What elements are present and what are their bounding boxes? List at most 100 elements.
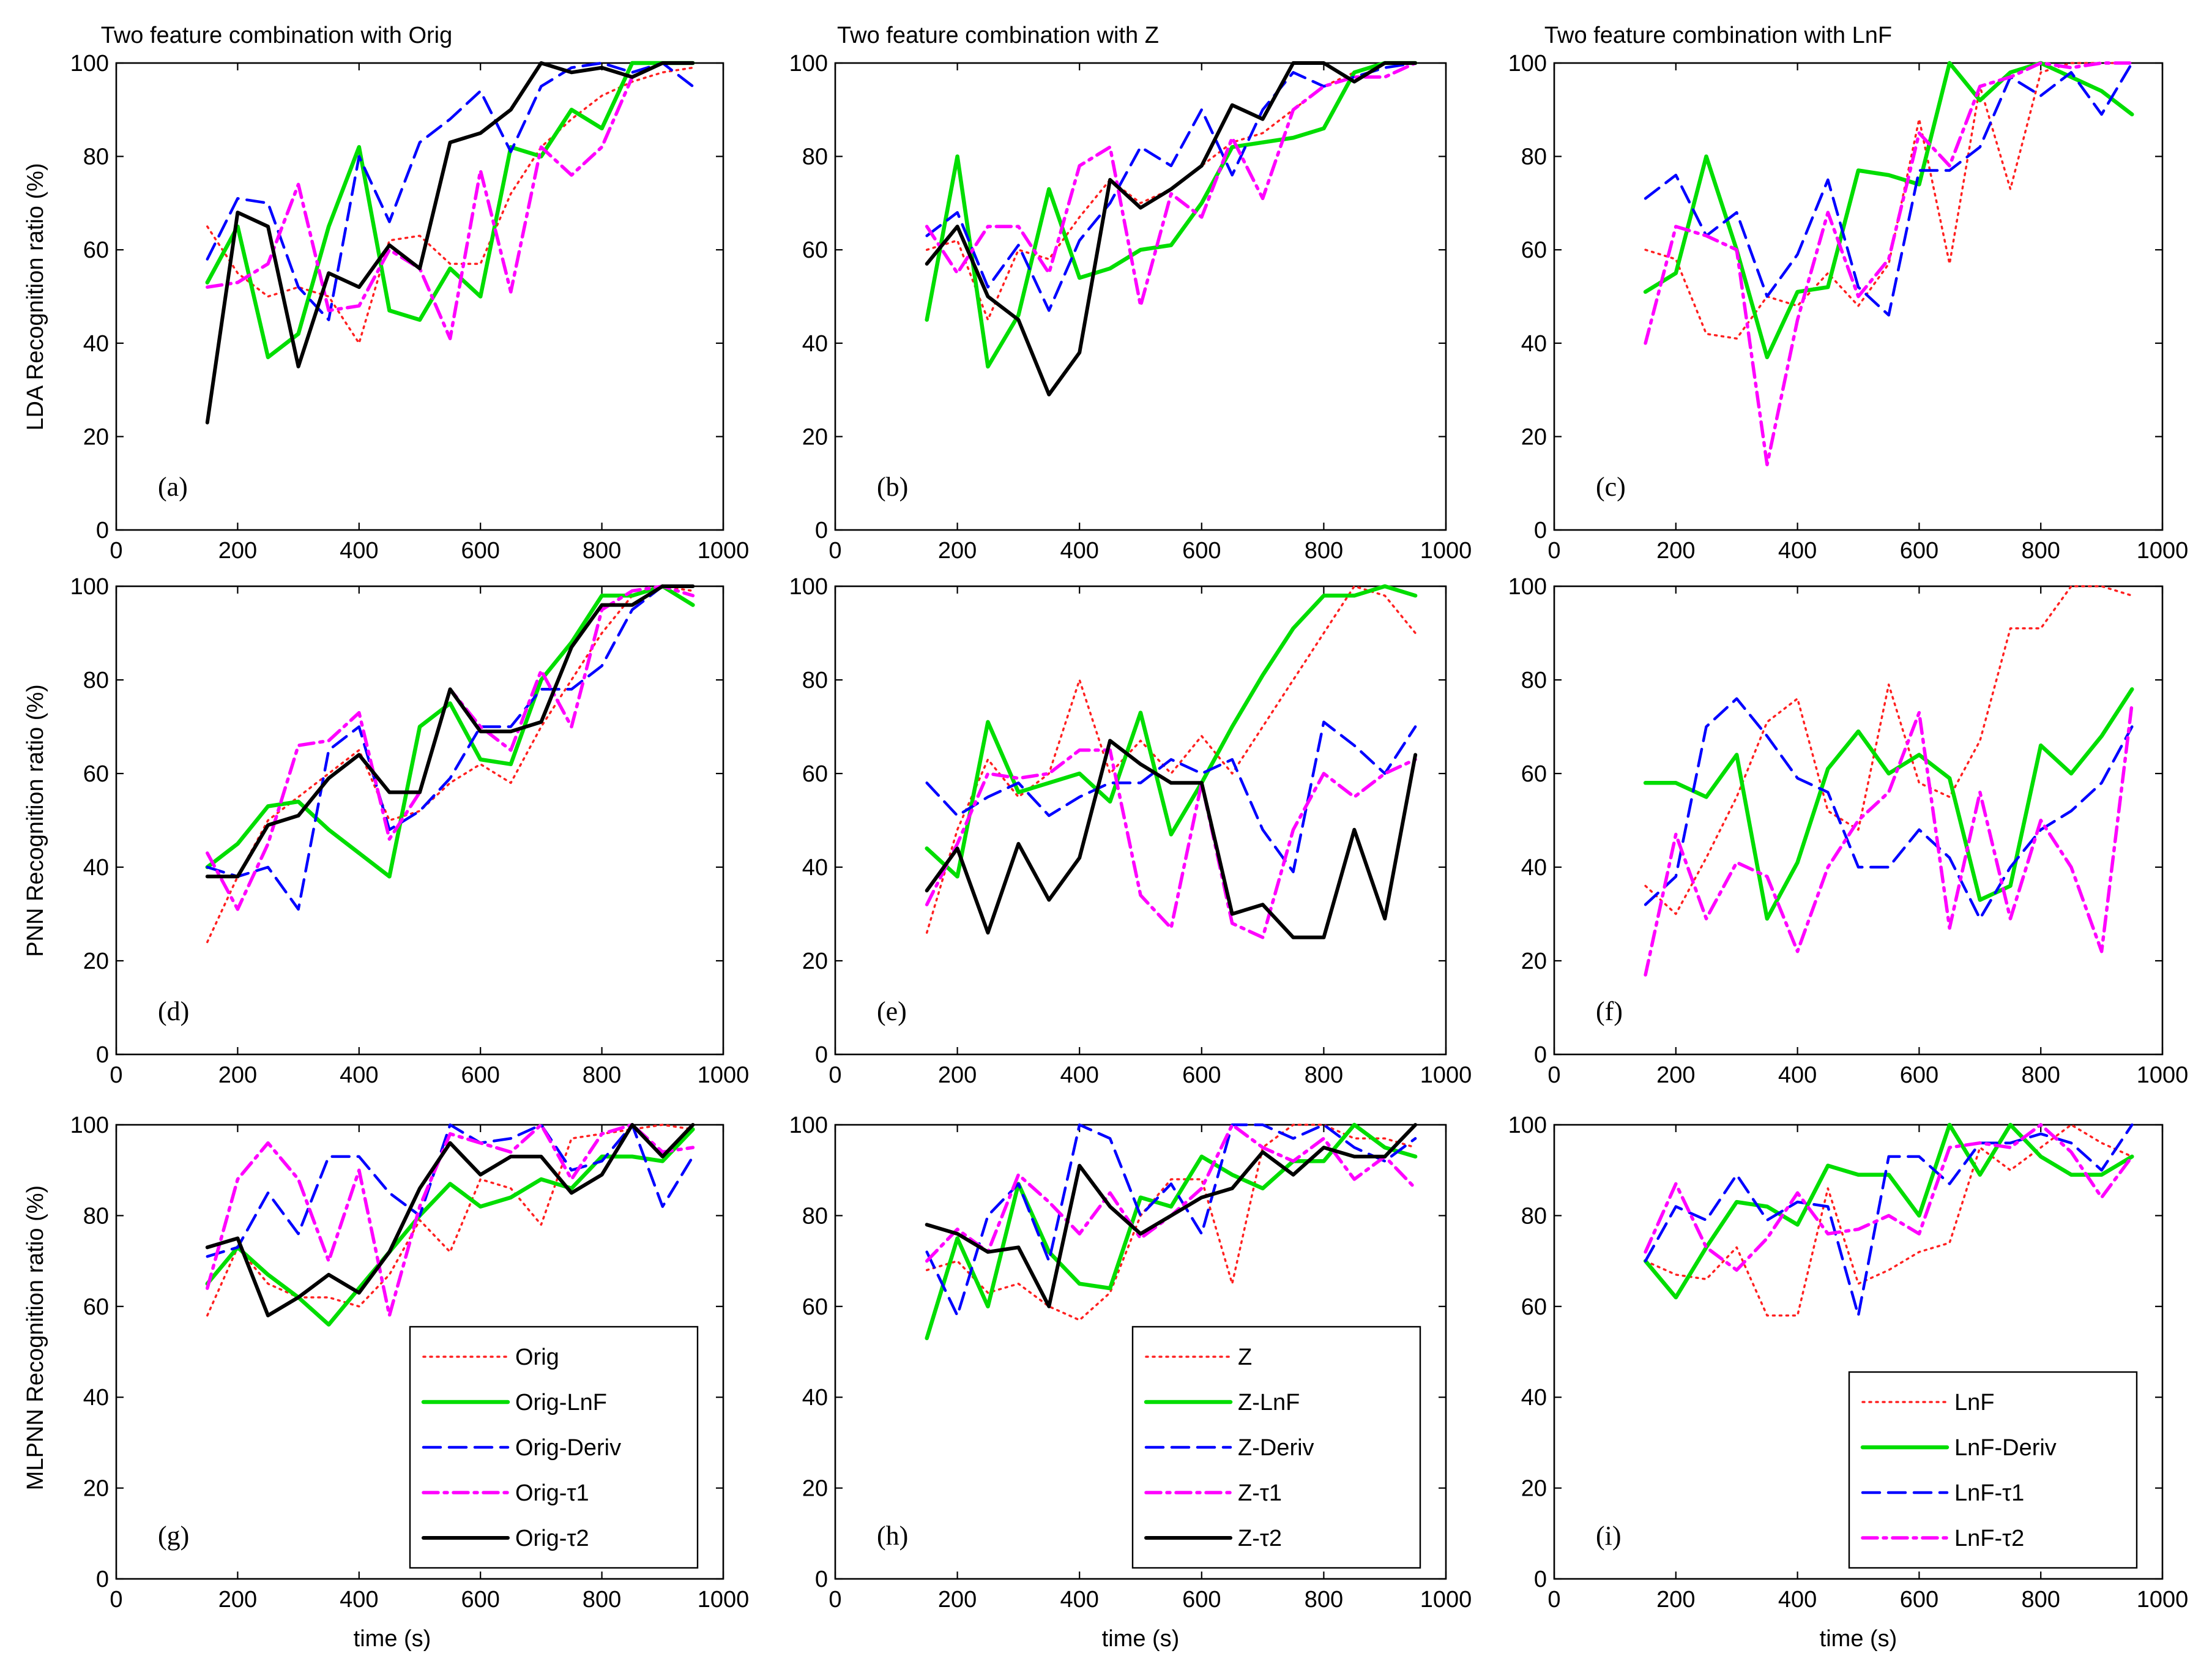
series-line-orig (206, 1124, 695, 1317)
x-tick-label: 0 (829, 538, 841, 564)
x-tick-label: 200 (938, 538, 977, 564)
series-line-z-deriv (925, 61, 1417, 312)
series-line-lnf-deriv (1643, 687, 2134, 921)
ylabel-pnn: PNN Recognition ratio (%) (23, 684, 48, 957)
x-axis-labels: time (s) time (s) time (s) (354, 1626, 1897, 1652)
axes-frame (1553, 585, 2164, 1056)
axes-frame (115, 585, 724, 1056)
series-line-z (925, 1124, 1417, 1321)
y-tick-label: 40 (1521, 1385, 1547, 1411)
y-tick-label: 60 (83, 1294, 109, 1320)
panel-tag: (h) (877, 1521, 908, 1551)
x-tick-label: 0 (1547, 538, 1560, 564)
x-tick-label: 200 (218, 1062, 257, 1088)
x-tick-label: 800 (1305, 538, 1343, 564)
legend-label: Z-LnF (1238, 1390, 1300, 1415)
y-tick-label: 60 (1521, 237, 1547, 263)
series-line-orig-1 (206, 61, 695, 340)
y-tick-label: 0 (96, 1567, 109, 1592)
y-tick-label: 80 (83, 144, 109, 170)
x-tick-label: 600 (1900, 538, 1938, 564)
panel-a: 0 200 400 600 800 1000 0 20 40 60 80 100 (a) (70, 51, 750, 564)
y-tick-label: 0 (1534, 1567, 1547, 1592)
axes-frame (834, 585, 1447, 1056)
y-tick-label: 80 (1521, 1203, 1547, 1229)
x-tick-label: 0 (1547, 1062, 1560, 1088)
series-line-z-2 (925, 1123, 1418, 1308)
series-line-z-lnf (925, 61, 1418, 369)
y-tick-label: 100 (1508, 1113, 1547, 1138)
x-tick-label: 1000 (1420, 1587, 1472, 1613)
y-tick-label: 40 (802, 855, 828, 881)
panel-tag: (c) (1596, 472, 1626, 502)
y-tick-label: 20 (83, 1476, 109, 1502)
panel-e: 0 200 400 600 800 1000 0 20 40 60 80 100 (e) (789, 574, 1472, 1088)
x-tick-label: 400 (1778, 1587, 1817, 1613)
panel-tag: (d) (158, 996, 189, 1026)
x-tick-label: 1000 (2137, 1062, 2189, 1088)
x-tick-label: 400 (340, 1062, 378, 1088)
y-tick-label: 40 (1521, 331, 1547, 357)
y-tick-label: 60 (1521, 1294, 1547, 1320)
x-tick-label: 400 (1060, 538, 1098, 564)
x-tick-label: 200 (1656, 1062, 1695, 1088)
column-title-orig: Two feature combination with Orig (101, 23, 453, 48)
x-tick-label: 600 (1182, 1062, 1221, 1088)
series-group (205, 1123, 695, 1327)
y-tick-label: 100 (70, 51, 109, 76)
y-tick-label: 20 (802, 1476, 828, 1502)
column-title-lnf: Two feature combination with LnF (1544, 23, 1892, 48)
xlabel-col3: time (s) (1820, 1626, 1897, 1652)
x-tick-label: 600 (461, 538, 499, 564)
column-title-z: Two feature combination with Z (837, 23, 1159, 48)
legend-label: Orig-LnF (515, 1390, 607, 1415)
y-tick-label: 20 (1521, 1476, 1547, 1502)
series-group (205, 584, 695, 944)
x-tick-label: 1000 (1420, 538, 1472, 564)
y-tick-label: 100 (789, 1113, 828, 1138)
x-tick-label: 0 (110, 538, 122, 564)
x-tick-label: 400 (340, 1587, 378, 1613)
series-group (925, 61, 1418, 397)
panel-tag: (a) (158, 472, 188, 502)
panel-d: 0 200 400 600 800 1000 0 20 40 60 80 100 (d) (70, 574, 750, 1088)
panel-b: 0 200 400 600 800 1000 0 20 40 60 80 100 (b) (789, 51, 1472, 564)
legend-label: Orig (515, 1344, 559, 1370)
panel-tag: (b) (877, 472, 908, 502)
series-group (205, 61, 695, 425)
series-group (1643, 61, 2134, 466)
x-tick-label: 0 (110, 1587, 122, 1613)
y-tick-label: 20 (802, 424, 828, 450)
y-tick-label: 0 (96, 1042, 109, 1068)
series-line-orig (206, 66, 695, 345)
x-tick-label: 800 (583, 538, 621, 564)
y-tick-label: 20 (1521, 424, 1547, 450)
x-tick-label: 1000 (698, 538, 750, 564)
column-titles: Two feature combination with Orig Two fe… (101, 23, 1892, 48)
y-tick-label: 80 (83, 1203, 109, 1229)
series-line-lnf-deriv (1643, 1122, 2134, 1300)
panel-tag: (i) (1596, 1521, 1622, 1551)
legend-box (1848, 1371, 2138, 1569)
y-tick-label: 100 (789, 574, 828, 600)
legend-label: Z (1238, 1344, 1252, 1370)
series-line-z-deriv (925, 720, 1417, 873)
x-tick-label: 1000 (2137, 1587, 2189, 1613)
y-tick-label: 80 (83, 668, 109, 693)
y-tick-label: 40 (802, 331, 828, 357)
y-tick-label: 80 (1521, 144, 1547, 170)
x-tick-label: 400 (1778, 538, 1817, 564)
series-line-z-lnf (925, 584, 1418, 879)
series-line-lnf-2 (1644, 61, 2134, 466)
series-line-orig-deriv (206, 1123, 695, 1258)
y-tick-label: 40 (802, 1385, 828, 1411)
y-tick-label: 60 (802, 237, 828, 263)
legend-label: Z-τ2 (1238, 1526, 1282, 1551)
y-tick-label: 60 (83, 761, 109, 787)
legend-label: LnF-Deriv (1954, 1435, 2057, 1461)
y-tick-label: 100 (789, 51, 828, 76)
series-line-lnf-2 (1644, 701, 2134, 977)
x-tick-label: 1000 (698, 1587, 750, 1613)
